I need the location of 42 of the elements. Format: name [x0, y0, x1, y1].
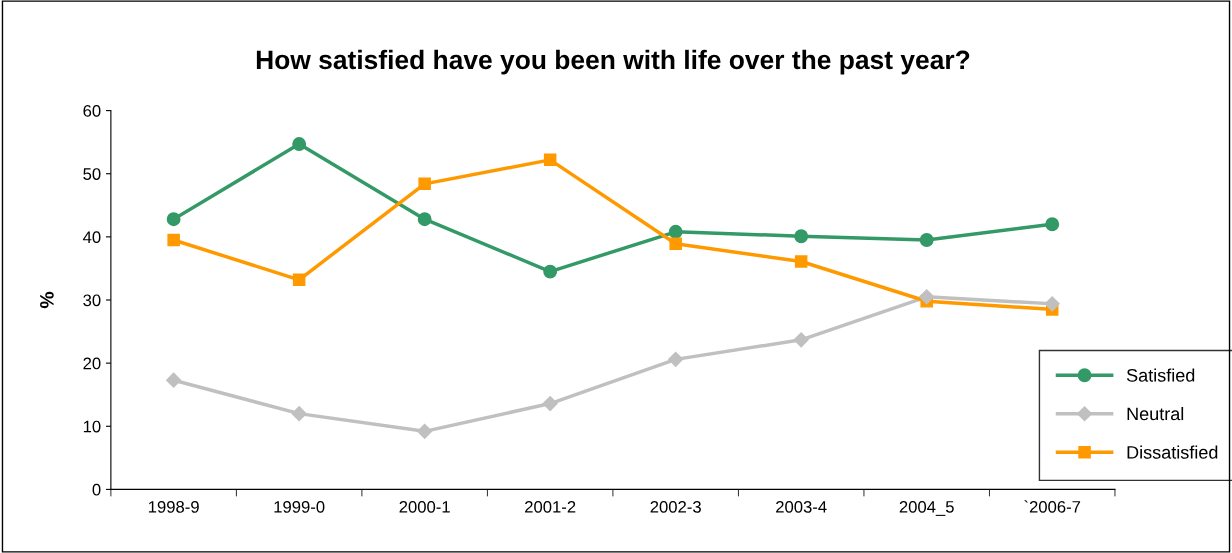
point	[292, 273, 306, 287]
x-tick-label: 2000-1	[399, 500, 450, 513]
y-axis-title: %	[40, 291, 54, 309]
point	[668, 224, 683, 239]
x-tick-label: 2004_5	[899, 500, 954, 516]
y-tick-label: 30	[83, 294, 101, 307]
point	[542, 395, 558, 412]
y-tick-label: 40	[83, 231, 101, 244]
chart-title: How satisfied have you been with life over the past year?	[256, 49, 970, 75]
point	[794, 229, 809, 244]
y-tick-label: 60	[83, 105, 101, 117]
point	[166, 372, 182, 388]
point	[919, 289, 935, 305]
point	[291, 406, 307, 422]
point	[668, 351, 684, 367]
legend-label: Neutral	[1127, 406, 1184, 421]
point	[167, 233, 180, 247]
x-tick-label: 2003-4	[776, 500, 827, 513]
point	[292, 137, 307, 152]
point	[543, 153, 557, 167]
point	[794, 255, 808, 268]
point	[793, 332, 809, 348]
point	[166, 212, 181, 227]
x-tick-label: 2002-3	[650, 500, 701, 513]
point	[543, 264, 558, 279]
point	[417, 212, 432, 227]
x-tick-label: `2006-7	[1024, 500, 1081, 513]
y-tick-label: 50	[83, 168, 101, 180]
point	[417, 423, 433, 439]
legend-label: Dissatisfied	[1127, 445, 1218, 459]
x-tick-label: 1998-9	[148, 500, 199, 513]
y-tick-label: 0	[92, 483, 101, 496]
y-tick-label: 10	[83, 420, 101, 433]
y-tick-label: 20	[83, 357, 101, 370]
point	[1045, 217, 1060, 232]
point	[919, 233, 934, 247]
point	[418, 177, 431, 191]
legend-label: Satisfied	[1126, 368, 1195, 382]
x-tick-label: 2001-2	[525, 500, 576, 513]
point	[1044, 296, 1060, 312]
x-tick-label: 1999-0	[274, 500, 325, 513]
point	[669, 237, 682, 251]
